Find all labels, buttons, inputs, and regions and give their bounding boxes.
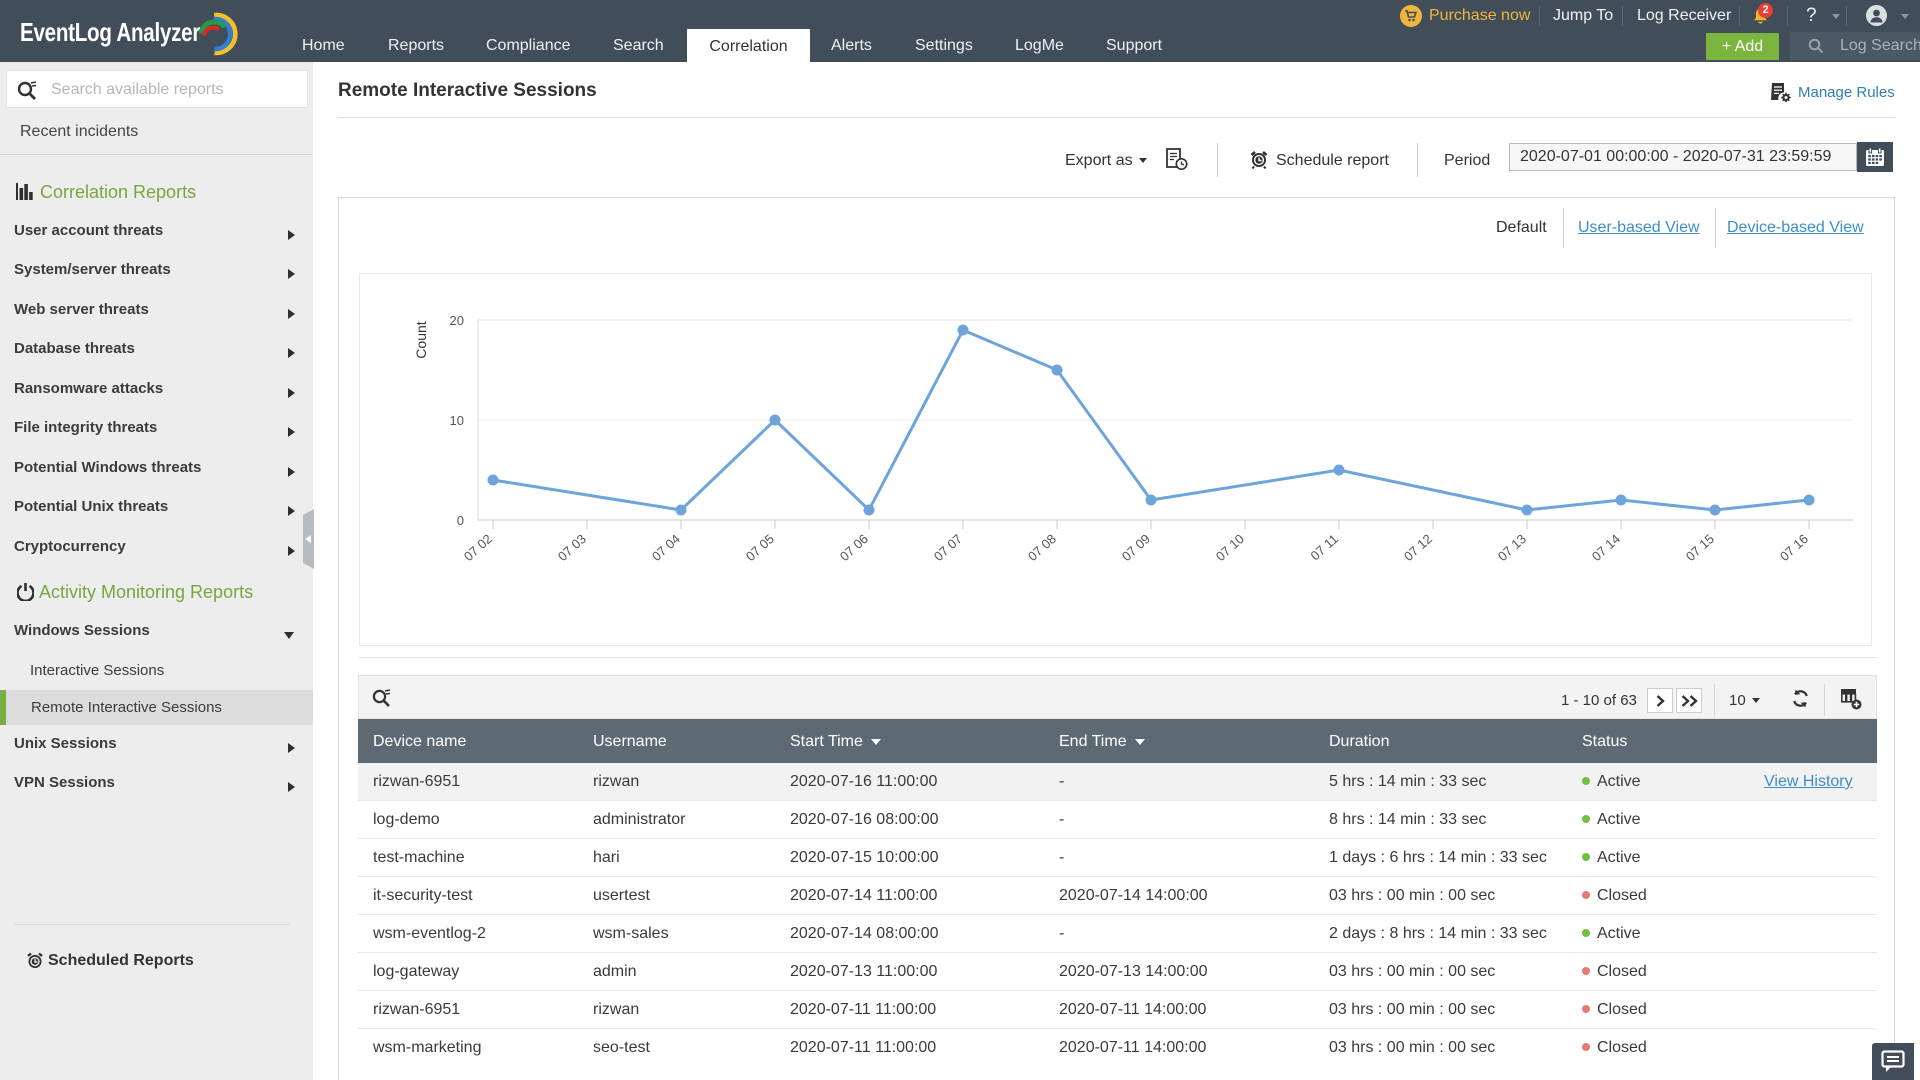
svg-text:07 02: 07 02 bbox=[461, 531, 495, 564]
svg-text:07 05: 07 05 bbox=[743, 531, 777, 564]
svg-text:20: 20 bbox=[450, 313, 464, 328]
svg-text:07 15: 07 15 bbox=[1683, 531, 1717, 564]
svg-text:07 11: 07 11 bbox=[1308, 531, 1342, 563]
svg-text:0: 0 bbox=[457, 513, 464, 528]
svg-text:07 06: 07 06 bbox=[837, 531, 871, 564]
svg-text:Count: Count bbox=[413, 321, 429, 358]
svg-text:07 13: 07 13 bbox=[1495, 531, 1529, 564]
svg-text:07 12: 07 12 bbox=[1401, 531, 1435, 564]
svg-text:07 03: 07 03 bbox=[555, 531, 589, 564]
svg-text:07 09: 07 09 bbox=[1119, 531, 1153, 564]
svg-text:07 14: 07 14 bbox=[1589, 531, 1623, 564]
svg-text:07 08: 07 08 bbox=[1025, 531, 1059, 564]
svg-text:10: 10 bbox=[450, 413, 464, 428]
svg-text:07 10: 07 10 bbox=[1213, 531, 1247, 564]
svg-text:07 04: 07 04 bbox=[649, 531, 683, 564]
svg-text:07 07: 07 07 bbox=[931, 531, 965, 564]
svg-text:07 16: 07 16 bbox=[1777, 531, 1811, 564]
